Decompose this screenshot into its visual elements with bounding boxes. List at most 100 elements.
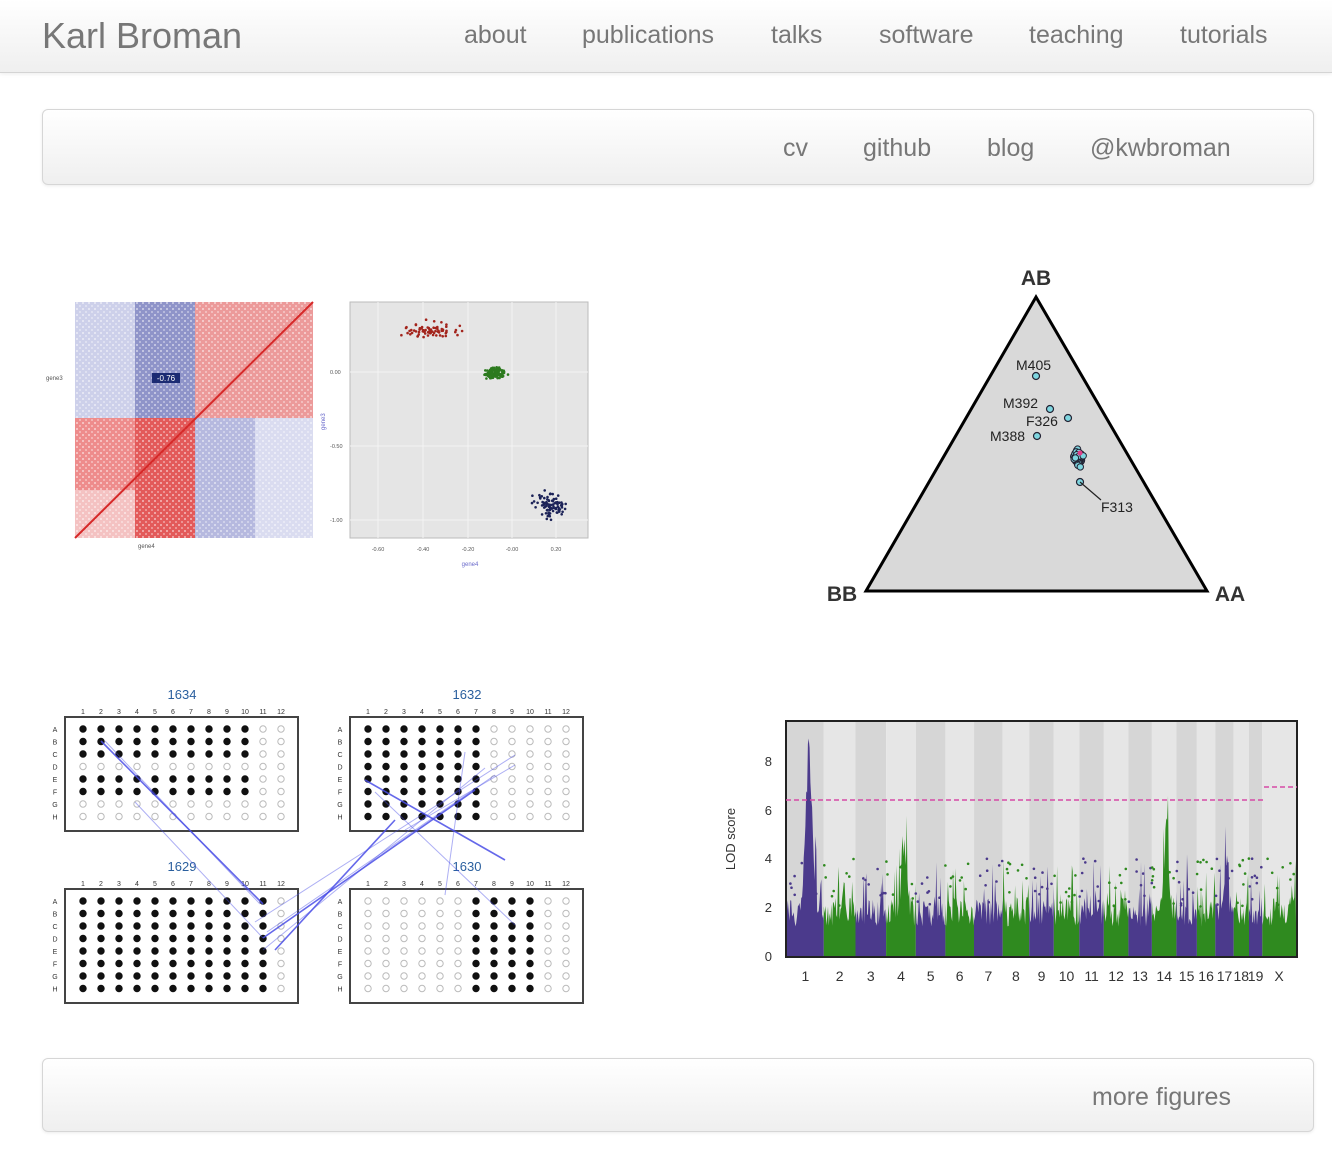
plate-well xyxy=(490,725,498,733)
plate-well xyxy=(400,812,408,821)
brand-link[interactable]: Karl Broman xyxy=(42,15,243,56)
lod-curve xyxy=(1249,878,1263,956)
plate-well xyxy=(508,725,516,733)
plate-well xyxy=(187,800,195,808)
plate-well xyxy=(133,959,141,968)
scatter-xtick: 0.20 xyxy=(551,547,562,553)
lod-chr-label: X xyxy=(1274,968,1284,984)
plate-col-label: 2 xyxy=(384,881,388,888)
plate-well xyxy=(382,972,390,980)
plate-well xyxy=(259,737,267,746)
lod-point xyxy=(848,875,851,878)
plate-well xyxy=(364,800,372,808)
plate-well xyxy=(364,922,372,930)
plate-well xyxy=(544,972,552,980)
lod-point xyxy=(1074,874,1077,877)
plate-well xyxy=(490,800,498,808)
plate-col-label: 2 xyxy=(384,709,388,716)
lod-point xyxy=(1181,898,1184,901)
lod-point xyxy=(1150,866,1154,869)
lod-point xyxy=(951,875,955,878)
plate-well xyxy=(187,972,195,980)
plate-well xyxy=(223,922,231,930)
plate-well xyxy=(454,934,462,943)
scatter-point xyxy=(424,318,428,321)
lod-point xyxy=(879,894,882,897)
scatter-point xyxy=(544,512,548,515)
plate-well xyxy=(79,972,87,980)
plate-well xyxy=(526,725,534,733)
scatter-point xyxy=(556,494,560,497)
scatter-point xyxy=(538,493,541,497)
scatter-point xyxy=(422,335,425,339)
lod-point xyxy=(1050,882,1053,886)
nav-tutorials[interactable]: tutorials xyxy=(1180,21,1268,49)
plate-well xyxy=(97,762,105,771)
subnav-blog[interactable]: blog xyxy=(987,134,1035,162)
plate-well xyxy=(454,959,462,968)
sample-mixup-line xyxy=(254,754,516,923)
plate-well xyxy=(79,812,87,821)
plate-well xyxy=(472,909,480,918)
scatter-point xyxy=(492,368,496,371)
nav-teaching[interactable]: teaching xyxy=(1029,21,1124,49)
plate-well xyxy=(364,947,372,955)
lod-point xyxy=(1250,857,1254,860)
plate-col-label: 6 xyxy=(456,881,460,888)
plate-well xyxy=(400,787,408,796)
plate-well xyxy=(544,737,552,746)
plate-well xyxy=(526,897,534,905)
lod-point xyxy=(1073,893,1076,897)
ternary-figure-link[interactable]: AB BB AA M405 M392 F326 M388 F313 xyxy=(800,250,1270,620)
plate-well xyxy=(151,984,159,993)
lod-point xyxy=(830,894,834,898)
plate-well xyxy=(79,984,87,993)
subnav-twitter[interactable]: @kwbroman xyxy=(1090,134,1231,162)
plate-well xyxy=(133,909,141,918)
plate-well xyxy=(241,934,249,943)
subnav-cv[interactable]: cv xyxy=(783,134,808,162)
scatter-point xyxy=(412,329,416,332)
plate-well xyxy=(223,812,231,821)
subnav-github[interactable]: github xyxy=(863,134,932,162)
plate-well xyxy=(400,984,408,993)
scatter-point xyxy=(418,327,422,330)
plate-well xyxy=(115,959,123,968)
lod-point xyxy=(1020,863,1024,867)
plate-well xyxy=(187,934,195,943)
plate-well xyxy=(382,762,390,771)
plate-well xyxy=(169,984,177,993)
plate-well xyxy=(259,922,267,930)
nav-about[interactable]: about xyxy=(464,21,527,49)
plate-well xyxy=(562,800,570,808)
scatter-point xyxy=(445,325,448,328)
nav-talks[interactable]: talks xyxy=(771,21,823,49)
plate-well xyxy=(133,775,141,783)
plate-well xyxy=(187,787,195,796)
plate-well xyxy=(241,775,249,783)
lod-point xyxy=(1172,902,1175,905)
lod-figure-link[interactable]: 0 2 4 6 8 LOD score 1 2 3 4 5 6 7 8 9 10 11 12 13 14 1… xyxy=(715,712,1315,992)
plate-well xyxy=(544,959,552,968)
plate-well xyxy=(79,909,87,918)
plate-well xyxy=(508,947,516,955)
plate-well xyxy=(364,737,372,746)
lod-point xyxy=(1260,865,1263,869)
ternary-corner-left: BB xyxy=(827,583,857,606)
plate-well xyxy=(526,737,534,746)
lod-point xyxy=(1230,869,1234,873)
plate-row-label: H xyxy=(52,987,57,994)
nav-publications[interactable]: publications xyxy=(582,21,715,49)
lod-point xyxy=(876,867,879,871)
plate-well xyxy=(151,959,159,968)
plate-well xyxy=(508,909,516,918)
correlation-figure-link[interactable]: -0.76 gene3 gene4 0.00 -0.50 -1.00 -0.60… xyxy=(40,290,600,580)
plate-well xyxy=(241,737,249,746)
plate-well xyxy=(259,972,267,980)
nav-software[interactable]: software xyxy=(879,21,974,49)
lod-point xyxy=(1084,861,1087,864)
more-figures-link[interactable]: more figures xyxy=(1092,1083,1231,1111)
plate-row-label: G xyxy=(52,974,57,981)
plate-well xyxy=(187,750,195,758)
